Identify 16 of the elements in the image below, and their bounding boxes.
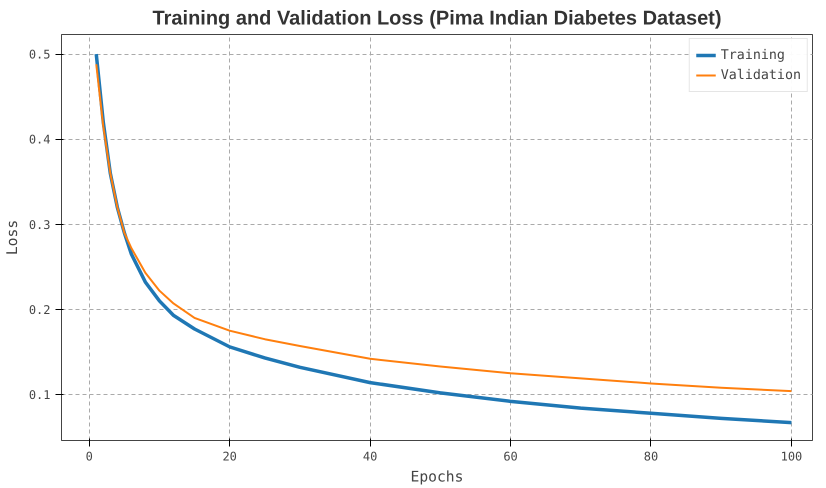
x-tick-label: 100 [780, 450, 802, 464]
y-axis-title: Loss [4, 220, 21, 256]
x-tick-label: 0 [86, 450, 93, 464]
y-tick-label: 0.5 [28, 48, 51, 62]
y-tick-label: 0.1 [28, 388, 51, 402]
x-axis-title: Epochs [410, 468, 464, 486]
y-tick-label: 0.4 [28, 132, 51, 147]
legend-label: Training [720, 48, 785, 62]
x-tick-label: 80 [644, 450, 658, 464]
y-tick-label: 0.2 [28, 302, 51, 317]
x-tick-label: 60 [503, 450, 518, 464]
x-tick-label: 40 [362, 450, 378, 464]
chart-title: Training and Validation Loss (Pima Indian Diabetes Dataset) [152, 8, 722, 30]
x-tick-label: 20 [222, 450, 237, 464]
legend-label: Validation [720, 68, 801, 82]
y-tick-label: 0.3 [28, 218, 51, 232]
